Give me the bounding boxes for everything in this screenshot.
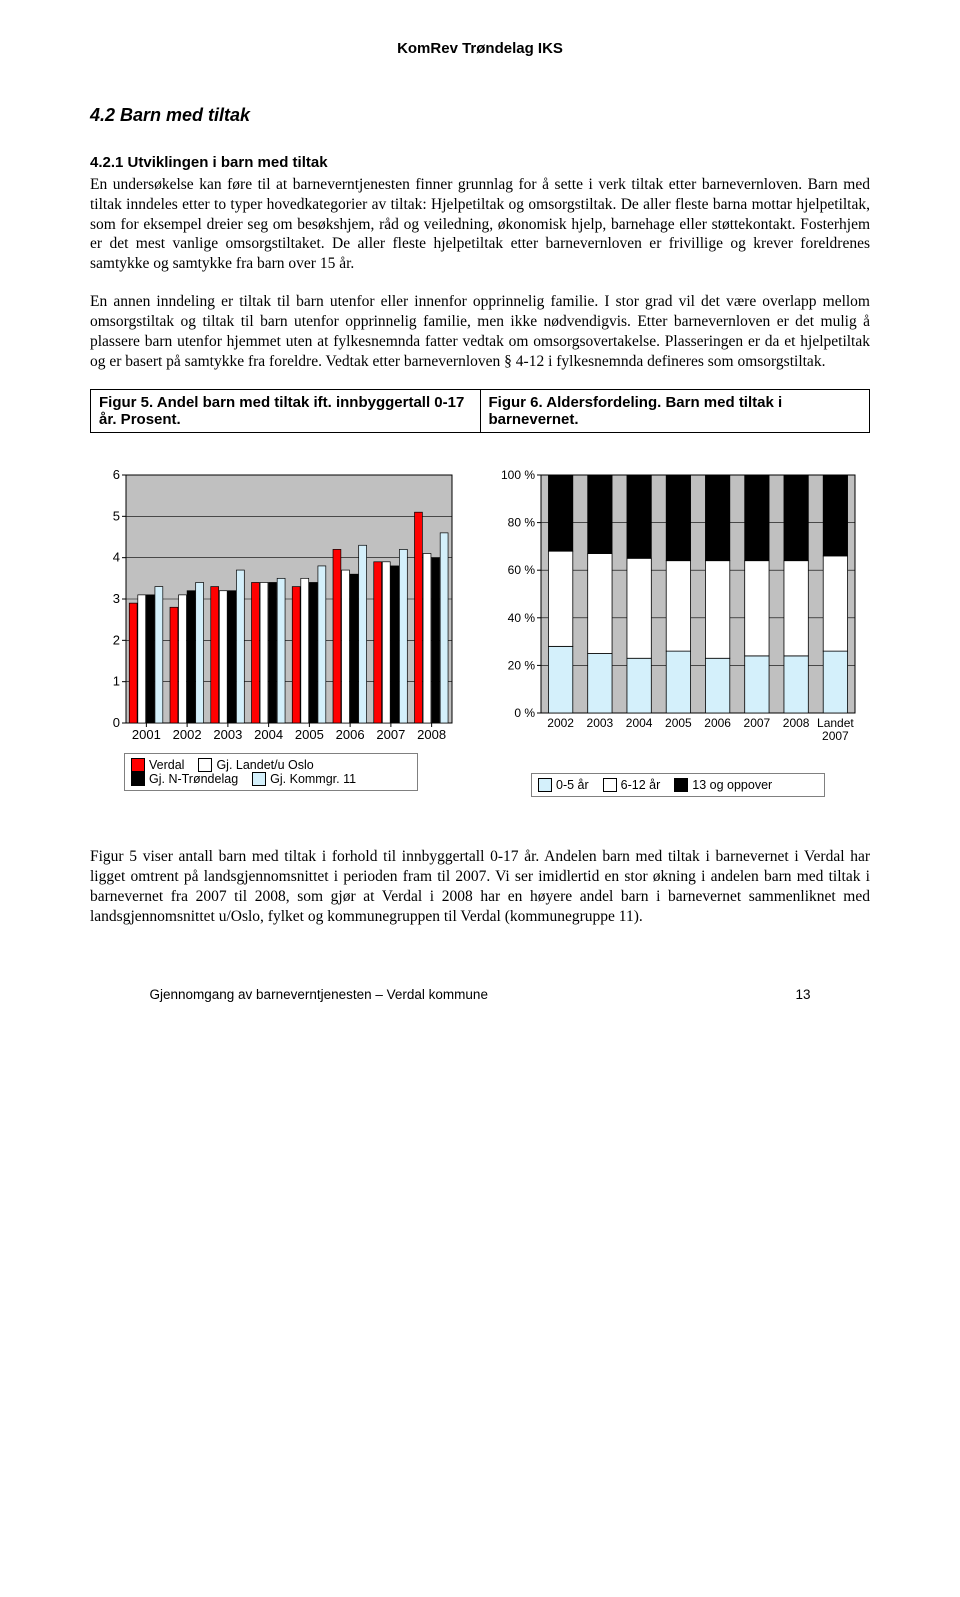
page-footer: Gjennomgang av barneverntjenesten – Verd…: [90, 987, 870, 1002]
figure-6-title: Figur 6. Aldersfordeling. Barn med tilta…: [480, 390, 870, 433]
footer-page-number: 13: [795, 987, 810, 1002]
svg-text:0 %: 0 %: [514, 706, 535, 720]
svg-text:2001: 2001: [132, 727, 161, 742]
svg-text:2007: 2007: [822, 729, 849, 743]
svg-text:5: 5: [113, 509, 120, 524]
svg-text:3: 3: [113, 591, 120, 606]
svg-text:2005: 2005: [665, 716, 692, 730]
paragraph-3: Figur 5 viser antall barn med tiltak i f…: [90, 847, 870, 926]
svg-text:60 %: 60 %: [508, 564, 536, 578]
svg-text:2004: 2004: [254, 727, 283, 742]
figure-6-legend: 0-5 år6-12 år13 og oppover: [531, 773, 825, 797]
svg-text:2002: 2002: [173, 727, 202, 742]
svg-text:2008: 2008: [417, 727, 446, 742]
svg-text:2007: 2007: [744, 716, 771, 730]
paragraph-2: En annen inndeling er tiltak til barn ut…: [90, 292, 870, 371]
figure-5-legend: VerdalGj. Landet/u OsloGj. N-TrøndelagGj…: [124, 753, 418, 791]
svg-text:100 %: 100 %: [501, 468, 535, 482]
figure-5-title: Figur 5. Andel barn med tiltak ift. innb…: [91, 390, 481, 433]
figure-title-table: Figur 5. Andel barn med tiltak ift. innb…: [90, 389, 870, 433]
svg-text:1: 1: [113, 674, 120, 689]
svg-text:Landet: Landet: [817, 716, 854, 730]
svg-text:2004: 2004: [626, 716, 653, 730]
page-header: KomRev Trøndelag IKS: [90, 40, 870, 57]
svg-text:2003: 2003: [587, 716, 614, 730]
svg-text:2003: 2003: [213, 727, 242, 742]
svg-text:4: 4: [113, 550, 120, 565]
svg-text:2006: 2006: [336, 727, 365, 742]
svg-text:2002: 2002: [547, 716, 574, 730]
svg-text:0: 0: [113, 715, 120, 730]
subsection-title: 4.2.1 Utviklingen i barn med tiltak: [90, 154, 870, 171]
figure-6-chart: 0 % 20 % 40 % 60 % 80 % 100 % 2002 2003 2004 2005…: [491, 467, 870, 797]
footer-text: Gjennomgang av barneverntjenesten – Verd…: [149, 987, 487, 1002]
svg-text:20 %: 20 %: [508, 659, 536, 673]
section-title: 4.2 Barn med tiltak: [90, 105, 870, 126]
svg-text:80 %: 80 %: [508, 516, 536, 530]
svg-text:2006: 2006: [704, 716, 731, 730]
svg-text:6: 6: [113, 467, 120, 482]
svg-text:40 %: 40 %: [508, 611, 536, 625]
paragraph-1: En undersøkelse kan føre til at barnever…: [90, 175, 870, 274]
svg-text:2008: 2008: [783, 716, 810, 730]
svg-text:2005: 2005: [295, 727, 324, 742]
svg-text:2007: 2007: [376, 727, 405, 742]
figure-5-chart: 012345620012002200320042005200620072008 …: [90, 467, 469, 797]
svg-text:2: 2: [113, 633, 120, 648]
